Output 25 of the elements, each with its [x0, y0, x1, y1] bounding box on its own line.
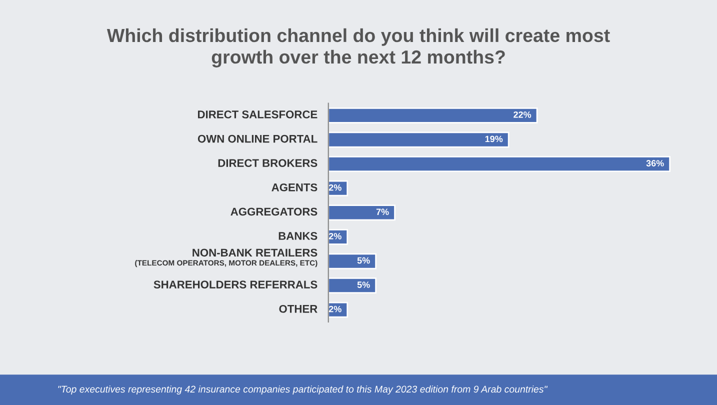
- data-label: 5%: [357, 282, 370, 288]
- data-label: 5%: [357, 257, 370, 264]
- y-tick-label: AGENTS: [272, 183, 318, 192]
- y-tick-label: AGGREGATORS: [230, 208, 318, 216]
- bar: [328, 107, 538, 124]
- y-tick-label: OTHER: [279, 304, 318, 313]
- y-tick-label: SHAREHOLDERS REFERRALS: [154, 280, 318, 289]
- y-tick-label: DIRECT BROKERS: [218, 159, 318, 168]
- data-label: 19%: [485, 136, 503, 142]
- data-label: 2%: [328, 232, 342, 240]
- bar: [328, 278, 376, 294]
- chart-title: Which distribution channel do you think will create most growth over the next 12 months?: [106, 28, 610, 68]
- data-label: 2%: [328, 306, 342, 312]
- bar: [328, 132, 510, 148]
- data-label: 22%: [514, 111, 532, 118]
- data-label: 7%: [376, 208, 389, 216]
- bar: [328, 204, 396, 221]
- text: "Top executives representing 42 insurance companies participated to this May 2023 edition from 9 Arab countries": [58, 385, 548, 395]
- data-label: 36%: [646, 160, 664, 166]
- bar: [328, 156, 671, 172]
- bar: [328, 253, 376, 270]
- y-tick-label: DIRECT SALESFORCE: [198, 110, 318, 118]
- y-tick-label: BANKS: [278, 232, 318, 240]
- y-tick-label: OWN ONLINE PORTAL: [198, 134, 318, 143]
- data-label: 2%: [328, 184, 342, 191]
